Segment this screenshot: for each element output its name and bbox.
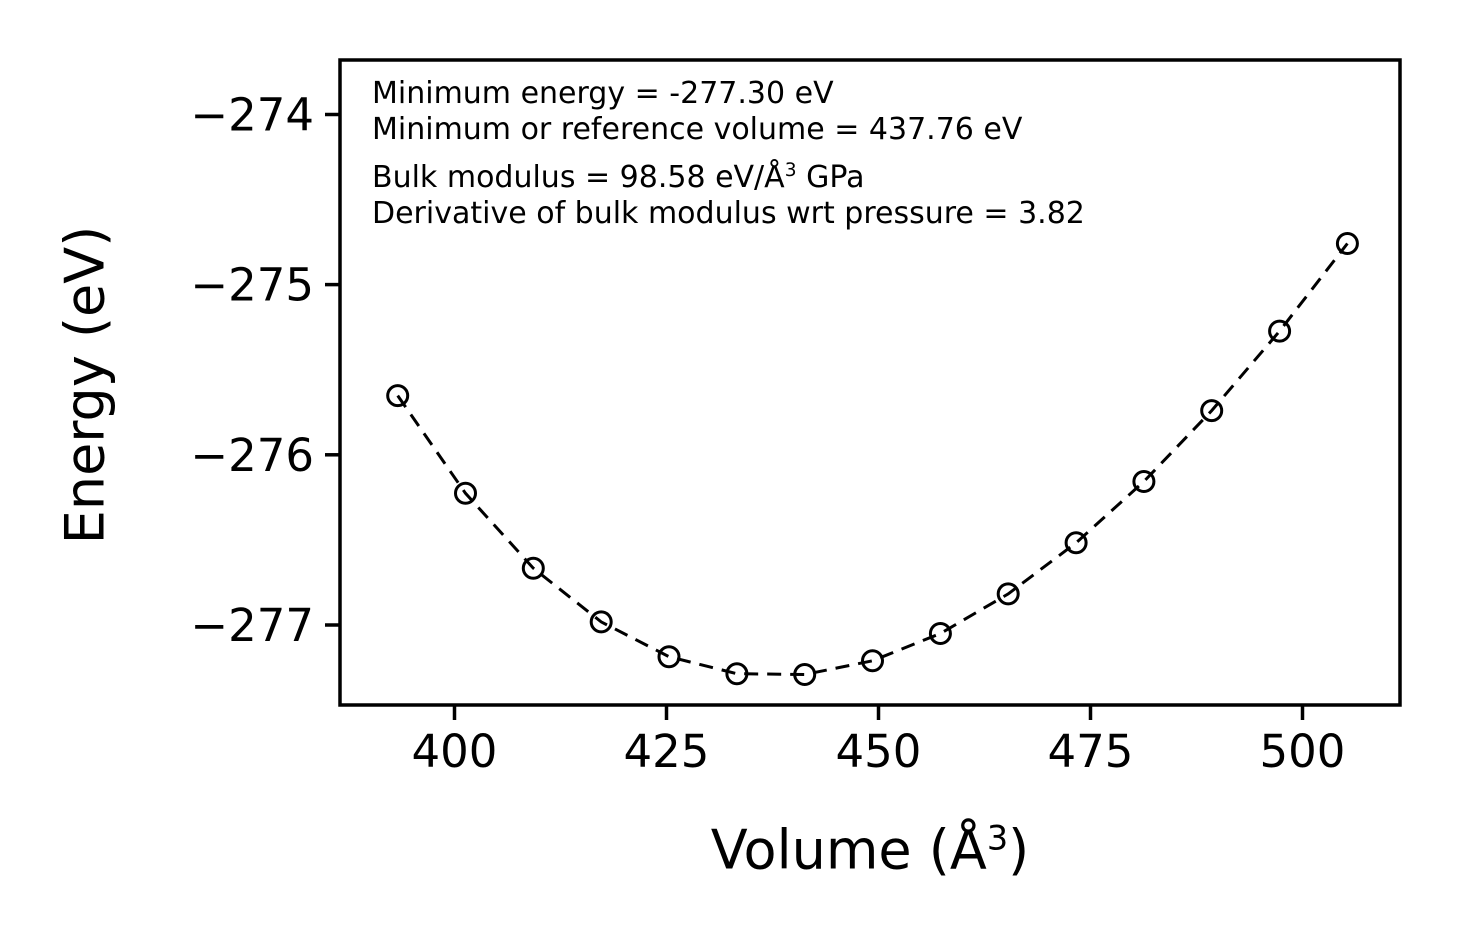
x-tick-label: 475 xyxy=(1048,725,1134,778)
y-tick-label: −277 xyxy=(190,599,314,652)
x-tick-label: 450 xyxy=(836,725,922,778)
data-point-marker xyxy=(793,663,817,686)
annotation-bulk-modulus-unit: GPa xyxy=(796,160,865,195)
x-tick-label: 400 xyxy=(412,725,498,778)
y-tick-label: −276 xyxy=(190,429,314,482)
annotation-bulk-modulus-superscript: 3 xyxy=(784,160,797,181)
x-tick-label: 425 xyxy=(624,725,710,778)
data-point-marker xyxy=(1132,470,1156,493)
data-point-marker xyxy=(1200,399,1224,423)
annotation-bulk-modulus-derivative: Derivative of bulk modulus wrt pressure … xyxy=(372,196,1085,231)
annotation-bulk-modulus: Bulk modulus = 98.58 eV/Å3 GPa xyxy=(372,160,1085,196)
fit-curve xyxy=(396,242,1349,677)
annotation-bulk-modulus-text: Bulk modulus = 98.58 eV/Å xyxy=(372,160,785,195)
data-point-marker xyxy=(521,556,545,580)
data-point-marker xyxy=(454,481,477,505)
annotation-minimum-energy: Minimum energy = -277.30 eV xyxy=(372,76,834,111)
y-axis-label: Energy (eV) xyxy=(53,225,117,545)
x-axis-label-text: Volume (Å xyxy=(710,818,987,882)
data-point-marker xyxy=(928,622,952,645)
data-point-marker xyxy=(657,645,681,669)
y-tick-label: −275 xyxy=(190,259,314,312)
x-axis-label-superscript: 3 xyxy=(986,818,1009,858)
data-point-marker xyxy=(386,384,410,408)
annotation-reference-volume: Minimum or reference volume = 437.76 eV xyxy=(372,112,1023,147)
data-point-marker xyxy=(996,582,1020,606)
y-tick-label: −274 xyxy=(190,89,314,142)
plot-frame xyxy=(338,58,1402,707)
x-axis-label: Volume (Å3) xyxy=(711,819,1029,882)
x-axis-label-suffix: ) xyxy=(1008,818,1030,882)
fit-annotations: Minimum energy = -277.30 eV Minimum or r… xyxy=(372,76,1085,232)
data-point-marker xyxy=(1064,531,1088,555)
data-point-marker xyxy=(861,649,884,673)
data-point-marker xyxy=(589,610,613,634)
x-tick-label: 500 xyxy=(1260,725,1346,778)
data-point-marker xyxy=(1268,319,1292,343)
data-point-marker xyxy=(1335,232,1359,255)
data-point-marker xyxy=(725,662,749,686)
